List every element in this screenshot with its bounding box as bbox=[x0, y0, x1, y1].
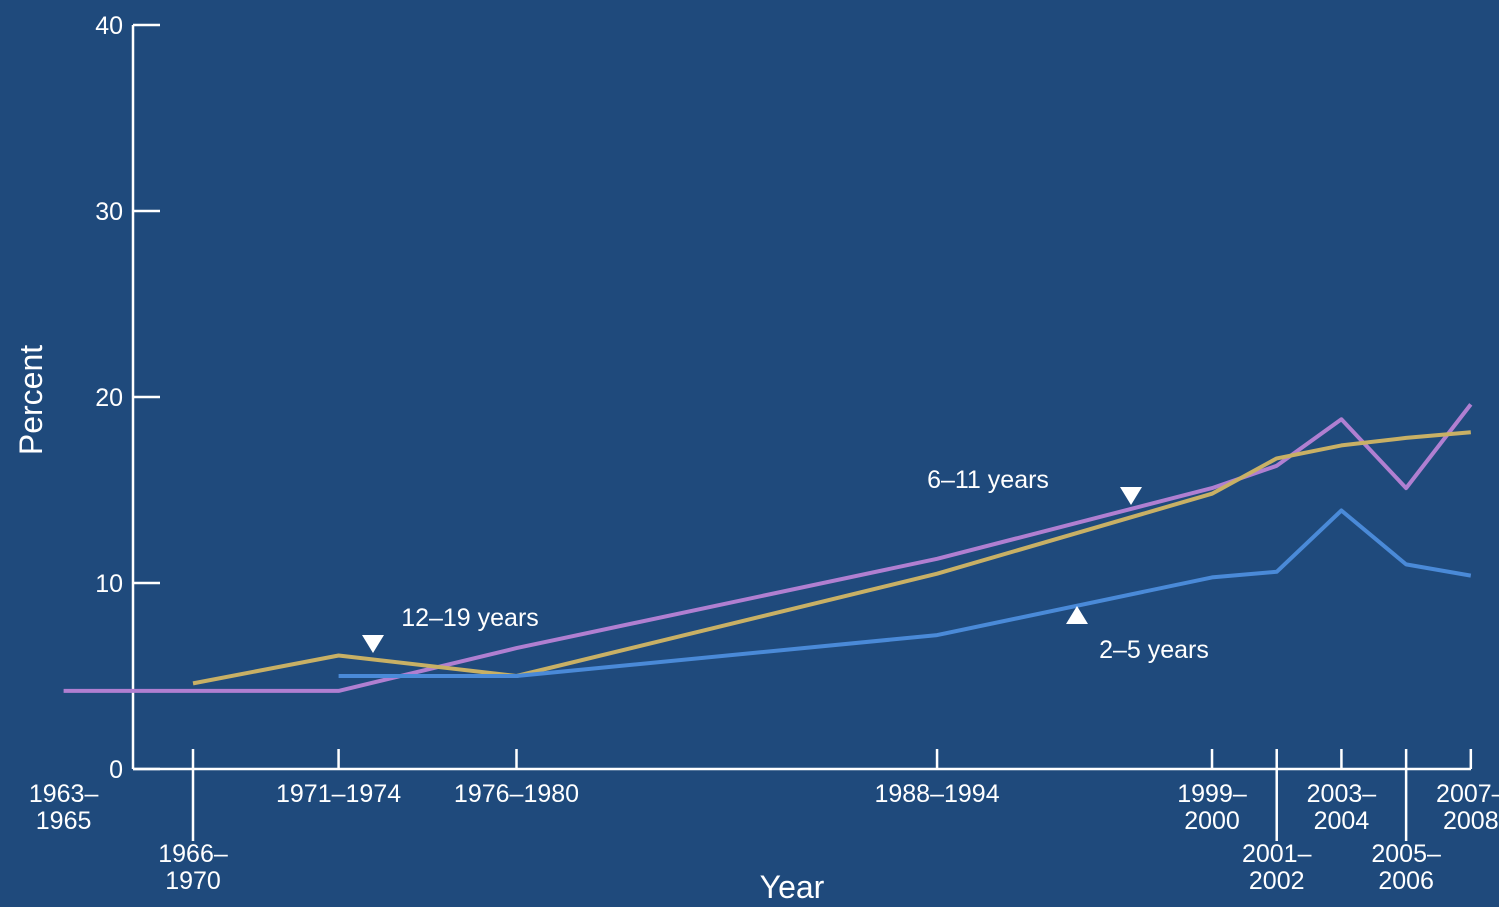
x-tick-label-line2: 2006 bbox=[1378, 867, 1434, 895]
x-tick-label: 1999– 2000 bbox=[1177, 780, 1247, 835]
x-tick-label-line1: 2007– bbox=[1436, 780, 1499, 808]
x-tick-label-line1: 1976–1980 bbox=[454, 780, 579, 808]
x-tick-label: 1988–1994 bbox=[874, 780, 999, 808]
x-tick-label-line2: 2000 bbox=[1184, 807, 1240, 835]
y-tick-label: 10 bbox=[95, 570, 123, 598]
x-tick-label-line1: 1999– bbox=[1177, 780, 1247, 808]
x-tick-label-line2: 2004 bbox=[1314, 807, 1370, 835]
x-tick-label: 1971–1974 bbox=[276, 780, 401, 808]
series-line-12-19-years bbox=[192, 430, 1471, 686]
y-axis-title: Percent bbox=[13, 345, 49, 455]
x-tick-label: 2005– 2006 bbox=[1371, 840, 1441, 895]
x-tick-label-line1: 2001– bbox=[1242, 840, 1312, 868]
y-tick-label: 40 bbox=[95, 12, 123, 40]
x-axis-title: Year bbox=[760, 869, 825, 902]
x-tick-label-line1: 2005– bbox=[1371, 840, 1441, 868]
series-group bbox=[63, 403, 1473, 693]
x-tick-label: 1976–1980 bbox=[454, 780, 579, 808]
marker-triangle-6-11-years bbox=[1120, 487, 1142, 505]
marker-triangle-2-5-years bbox=[1066, 606, 1088, 624]
x-tick-label: 1963– 1965 bbox=[29, 780, 99, 835]
series-line-2-5-years bbox=[338, 508, 1472, 678]
x-tick-label-line2: 1965 bbox=[36, 807, 92, 835]
x-tick-label: 2001– 2002 bbox=[1242, 840, 1312, 895]
annotation-group: 12–19 years 6–11 years 2–5 years bbox=[362, 466, 1209, 664]
x-axis: 1963– 1965 1966– 1970 1971–1974 1976–1980 1988… bbox=[29, 749, 1499, 895]
series-label-12-19-years: 12–19 years bbox=[401, 604, 539, 632]
series-label-6-11-years: 6–11 years bbox=[927, 466, 1049, 494]
y-tick-label: 30 bbox=[95, 198, 123, 226]
marker-triangle-12-19-years bbox=[362, 635, 384, 653]
x-tick-label: 2003– 2004 bbox=[1307, 780, 1377, 835]
y-axis: 0 10 20 30 40 bbox=[95, 12, 160, 784]
x-tick-label: 2007– 2008 bbox=[1436, 780, 1499, 835]
x-tick-label-line1: 2003– bbox=[1307, 780, 1377, 808]
x-tick-label-line2: 1970 bbox=[165, 867, 221, 895]
x-tick-label: 1966– 1970 bbox=[158, 840, 228, 895]
x-tick-label-line1: 1966– bbox=[158, 840, 228, 868]
x-tick-label-line2: 2008 bbox=[1443, 807, 1499, 835]
series-line-6-11-years bbox=[63, 403, 1473, 693]
x-tick-label-line2: 2002 bbox=[1249, 867, 1305, 895]
y-tick-label: 20 bbox=[95, 384, 123, 412]
x-tick-label-line1: 1971–1974 bbox=[276, 780, 401, 808]
x-tick-label-line1: 1963– bbox=[29, 780, 99, 808]
y-tick-label: 0 bbox=[109, 756, 123, 784]
x-tick-label-line1: 1988–1994 bbox=[874, 780, 999, 808]
series-label-2-5-years: 2–5 years bbox=[1099, 636, 1209, 664]
